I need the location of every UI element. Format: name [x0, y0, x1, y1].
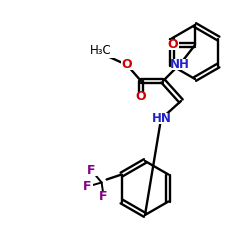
Bar [171, 58, 189, 70]
Text: O: O [136, 90, 146, 104]
Bar [86, 166, 97, 175]
Text: F: F [99, 190, 108, 203]
Text: NH: NH [170, 58, 190, 70]
Bar [121, 60, 133, 70]
Text: F: F [83, 180, 92, 193]
Bar [135, 92, 147, 102]
Text: H₃C: H₃C [90, 44, 112, 58]
Bar [82, 182, 92, 192]
Bar [153, 112, 171, 124]
Text: HN: HN [152, 112, 172, 124]
Bar [87, 44, 115, 58]
Bar [167, 40, 179, 50]
Text: F: F [87, 164, 96, 177]
Bar [98, 192, 108, 202]
Text: O: O [168, 38, 178, 52]
Text: O: O [122, 58, 132, 71]
